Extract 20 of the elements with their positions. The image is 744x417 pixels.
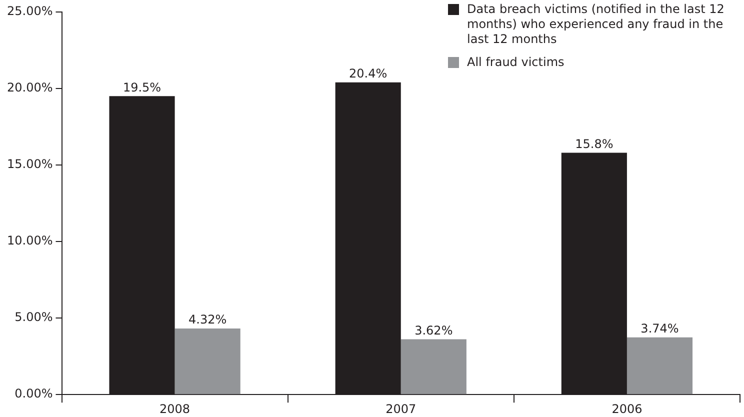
data-label: 20.4%	[349, 66, 388, 81]
bar	[400, 339, 466, 394]
data-label: 4.32%	[188, 312, 227, 327]
data-label: 15.8%	[575, 136, 614, 151]
y-tick-label: 15.00%	[6, 157, 53, 172]
data-label: 19.5%	[122, 80, 162, 94]
bar	[174, 328, 240, 394]
bar	[626, 337, 693, 394]
y-tick-label: 10.00%	[6, 234, 53, 248]
y-tick-label: 5.00%	[14, 310, 53, 324]
y-tick-label: 20.00%	[6, 80, 53, 95]
legend-label: Data breach victims (notified in the last 12 months) who experienced any fraud in the last 12 months	[467, 2, 726, 47]
y-tick-label: 0.00%	[14, 386, 53, 401]
data-label: 3.62%	[414, 323, 453, 338]
legend-label: All fraud victims	[467, 55, 564, 70]
data-label: 3.74%	[640, 321, 679, 336]
x-tick-label: 2006	[612, 402, 642, 416]
x-tick-label: 2008	[160, 402, 190, 416]
x-tick-label: 2007	[386, 402, 416, 416]
y-tick-label: 25.00%	[6, 4, 53, 18]
